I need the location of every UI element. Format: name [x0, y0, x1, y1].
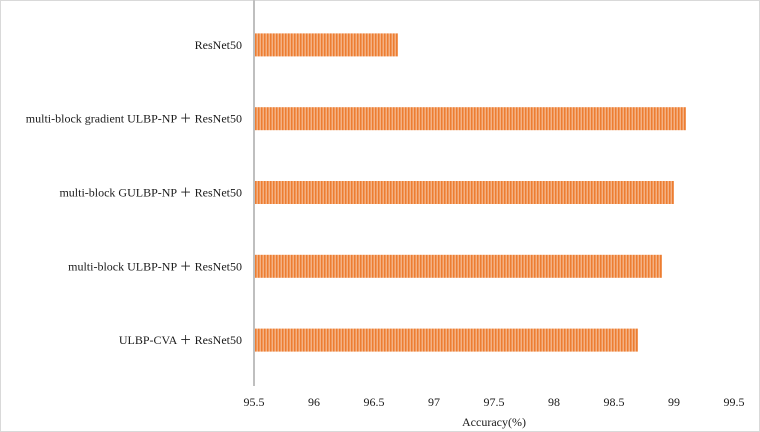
category-label-4: multi-block ULBP-NP ＋ ResNet50 — [68, 259, 242, 273]
x-tick-label-5: 97.5 — [484, 395, 505, 409]
category-label-1: ResNet50 — [195, 38, 242, 52]
bar-3 — [254, 181, 674, 204]
category-label-3: multi-block GULBP-NP ＋ ResNet50 — [59, 186, 242, 200]
bar-2 — [254, 107, 686, 131]
bar-1 — [254, 33, 398, 57]
x-axis-title: Accuracy(%) — [462, 415, 526, 429]
x-tick-label-2: 96 — [308, 395, 320, 409]
x-tick-label-3: 96.5 — [364, 395, 385, 409]
x-tick-label-7: 98.5 — [604, 395, 625, 409]
category-labels: ResNet50 multi-block gradient ULBP-NP ＋ R… — [26, 38, 242, 347]
bar-4 — [254, 254, 662, 278]
x-tick-label-9: 99.5 — [724, 395, 745, 409]
x-tick-label-4: 97 — [428, 395, 440, 409]
bar-5 — [254, 328, 638, 352]
x-tick-label-1: 95.5 — [244, 395, 265, 409]
x-tick-label-8: 99 — [668, 395, 680, 409]
x-axis-tick-labels: 95.5 96 96.5 97 97.5 98 98.5 99 99.5 — [244, 395, 745, 409]
x-tick-label-6: 98 — [548, 395, 560, 409]
category-label-2: multi-block gradient ULBP-NP ＋ ResNet50 — [26, 112, 242, 126]
category-label-5: ULBP-CVA ＋ ResNet50 — [119, 333, 242, 347]
bars-group — [254, 33, 686, 352]
